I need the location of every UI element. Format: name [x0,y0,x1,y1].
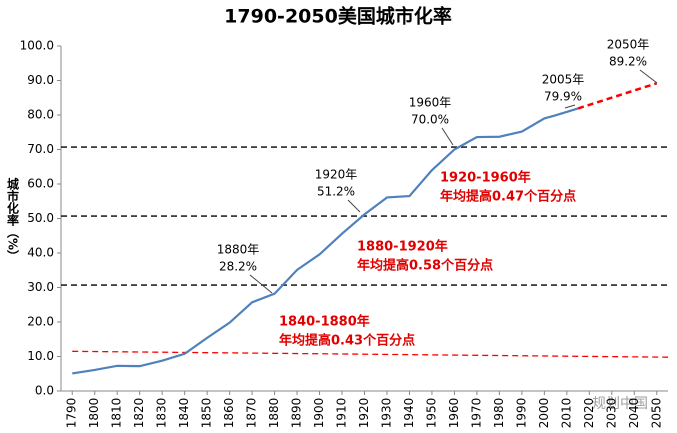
x-tick-label: 1870 [245,398,259,429]
note: 1880-1920年 [357,239,448,255]
x-tick-label: 1830 [155,398,169,429]
leader-line [347,199,361,213]
note: 年均提高0.47个百分点 [440,189,576,205]
annotation: 89.2% [609,55,647,69]
annotation: 79.9% [544,90,582,104]
leader-line [441,127,454,146]
y-tick-label: 20.0 [27,315,54,329]
y-tick-label: 50.0 [27,211,54,225]
x-tick-label: 1810 [110,398,124,429]
note: 年均提高0.43个百分点 [279,333,415,349]
x-tick-label: 1990 [514,398,528,429]
x-tick-label: 1970 [469,398,483,429]
x-tick-label: 1980 [492,398,506,429]
x-tick-label: 1790 [65,398,79,429]
leader-line [249,274,273,294]
y-tick-label: 60.0 [27,177,54,191]
x-tick-label: 1900 [312,398,326,429]
annotation: 1920年 [315,168,358,182]
x-tick-label: 1840 [177,398,191,429]
x-tick-label: 2040 [627,398,641,429]
annotation: 1960年 [409,96,452,110]
x-tick-label: 1950 [424,398,438,429]
x-tick-label: 1940 [402,398,416,429]
x-tick-label: 1880 [267,398,281,429]
chart-title: 1790-2050美国城市化率 [224,5,452,28]
annotation: 1880年 [217,243,260,257]
note: 1840-1880年 [279,314,370,330]
y-axis-label: 城市化率（%） [6,177,20,262]
x-tick-label: 1860 [222,398,236,429]
watermark: 规划中国 [592,396,648,412]
x-tick-label: 2000 [537,398,551,429]
y-tick-label: 30.0 [27,280,54,294]
x-tick-label: 1820 [132,398,146,429]
leader-line [564,104,576,109]
y-tick-label: 70.0 [27,142,54,156]
annotation: 2050年 [607,38,650,52]
note: 年均提高0.58个百分点 [357,258,493,274]
x-tick-label: 1800 [87,398,101,429]
y-tick-label: 90.0 [27,73,54,87]
x-tick-label: 2030 [604,398,618,429]
annotation: 51.2% [317,185,355,199]
x-tick-label: 1920 [357,398,371,429]
y-tick-label: 80.0 [27,108,54,122]
x-tick-label: 1890 [290,398,304,429]
x-tick-label: 1930 [379,398,393,429]
x-tick-label: 2050 [649,398,663,429]
y-tick-label: 0.0 [35,384,54,398]
y-tick-label: 10.0 [27,349,54,363]
annotation: 28.2% [219,260,257,274]
y-tick-label: 100.0 [20,39,54,53]
data-line [577,82,658,110]
x-tick-label: 1850 [200,398,214,429]
note: 1920-1960年 [440,170,531,186]
leader-line [639,69,658,84]
x-tick-label: 2010 [559,398,573,429]
reference-line [72,350,669,358]
x-tick-label: 2020 [582,398,596,429]
annotation: 70.0% [411,113,449,127]
data-line [72,107,579,375]
x-tick-label: 1910 [335,398,349,429]
annotation: 2005年 [542,73,585,87]
x-tick-label: 1960 [447,398,461,429]
y-tick-label: 40.0 [27,246,54,260]
